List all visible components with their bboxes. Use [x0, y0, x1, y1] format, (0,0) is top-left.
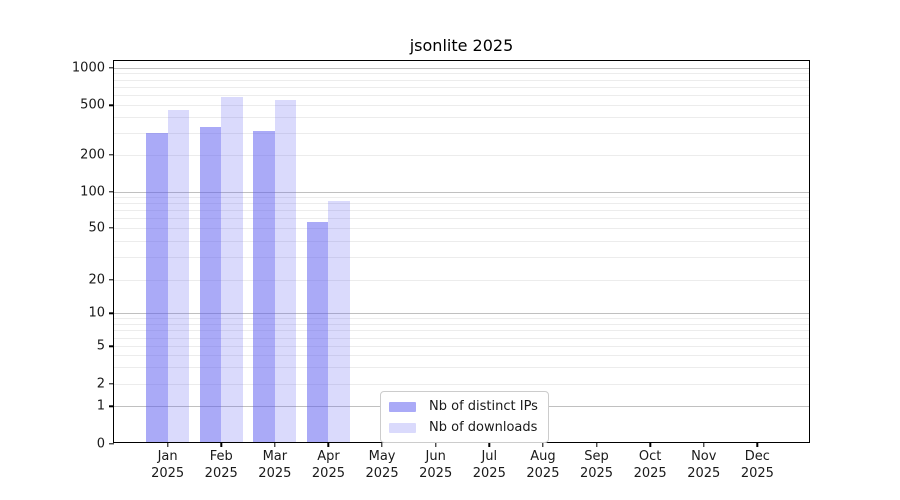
x-tick-aug: [542, 442, 544, 447]
x-tick-label-mar: Mar 2025: [258, 449, 292, 481]
bar-nb-of-distinct-ips-feb: [199, 126, 222, 442]
bar-nb-of-distinct-ips-jan: [146, 132, 168, 442]
y-tick-label-0: 0: [96, 436, 105, 452]
x-tick-apr: [327, 442, 330, 447]
legend-label-distinct-ips: Nb of distinct IPs: [429, 399, 538, 414]
x-tick-label-dec: Dec 2025: [740, 449, 774, 481]
x-tick-label-aug: Aug 2025: [526, 449, 560, 481]
legend-swatch-downloads-icon: [389, 422, 416, 433]
bar-nb-of-distinct-ips-mar: [253, 130, 275, 442]
x-tick-year-feb: 2025: [204, 465, 238, 481]
gridline-600: [114, 95, 809, 97]
chart-title: jsonlite 2025: [409, 36, 514, 55]
y-tick-200: [109, 154, 114, 156]
x-tick-year-jan: 2025: [151, 465, 185, 481]
gridline-1000: [114, 67, 809, 69]
x-tick-label-oct: Oct 2025: [633, 449, 667, 481]
legend-item-downloads: Nb of downloads: [389, 420, 538, 435]
bar-nb-of-downloads-jan: [167, 109, 190, 442]
y-tick-5: [109, 345, 114, 348]
y-tick-50: [109, 227, 114, 229]
x-tick-label-jun: Jun 2025: [419, 449, 453, 481]
x-tick-year-oct: 2025: [633, 465, 667, 481]
y-tick-20: [109, 279, 114, 281]
y-tick-label-200: 200: [80, 147, 105, 163]
y-tick-label-500: 500: [80, 97, 105, 113]
y-tick-10: [109, 312, 114, 315]
x-tick-nov: [703, 442, 705, 447]
y-tick-label-2: 2: [96, 376, 105, 392]
gridline-800: [114, 79, 809, 81]
legend: Nb of distinct IPs Nb of downloads: [380, 391, 549, 443]
y-tick-1000: [109, 66, 114, 69]
x-tick-jun: [434, 442, 437, 447]
x-tick-year-sep: 2025: [579, 465, 614, 481]
x-tick-sep: [595, 442, 598, 447]
y-tick-0: [109, 443, 114, 445]
x-tick-label-may: May 2025: [365, 449, 399, 481]
x-tick-label-sep: Sep 2025: [579, 449, 614, 481]
x-tick-year-dec: 2025: [740, 465, 774, 481]
x-tick-label-nov: Nov 2025: [687, 449, 721, 481]
x-tick-feb: [220, 442, 222, 447]
x-tick-jul: [488, 442, 490, 447]
gridline-700: [114, 87, 809, 89]
x-tick-year-may: 2025: [365, 465, 399, 481]
x-tick-jan: [166, 442, 169, 447]
gridline-400: [114, 117, 809, 119]
bar-nb-of-downloads-apr: [328, 201, 350, 442]
y-tick-500: [109, 104, 114, 107]
x-tick-may: [381, 442, 383, 447]
legend-label-downloads: Nb of downloads: [429, 420, 538, 435]
y-tick-label-100: 100: [80, 184, 105, 200]
x-tick-mar: [274, 442, 276, 447]
y-tick-label-1000: 1000: [71, 60, 105, 75]
x-tick-dec: [756, 442, 759, 447]
legend-item-distinct-ips: Nb of distinct IPs: [389, 399, 538, 414]
x-tick-label-jan: Jan 2025: [151, 449, 185, 481]
bar-nb-of-distinct-ips-apr: [306, 221, 329, 442]
x-tick-year-mar: 2025: [258, 465, 292, 481]
bar-nb-of-downloads-mar: [274, 100, 297, 442]
x-tick-label-apr: Apr 2025: [311, 449, 345, 481]
y-tick-label-50: 50: [88, 220, 105, 236]
x-tick-oct: [649, 442, 651, 447]
gridline-900: [114, 73, 809, 75]
y-tick-label-5: 5: [96, 338, 105, 354]
gridline-500: [114, 105, 809, 107]
x-tick-year-apr: 2025: [311, 465, 345, 481]
y-tick-100: [109, 190, 114, 193]
y-tick-1: [109, 405, 114, 408]
plot-area: Nb of distinct IPs Nb of downloads 0 1 2 5 1…: [72, 60, 810, 481]
x-tick-year-jun: 2025: [419, 465, 453, 481]
x-tick-year-nov: 2025: [687, 465, 721, 481]
y-tick-label-20: 20: [88, 272, 105, 288]
bar-nb-of-downloads-feb: [221, 97, 243, 442]
y-tick-2: [109, 383, 114, 385]
x-tick-year-jul: 2025: [472, 465, 506, 481]
y-tick-label-1: 1: [96, 398, 105, 414]
legend-swatch-distinct-ips-icon: [389, 401, 416, 412]
x-tick-label-jul: Jul 2025: [472, 449, 506, 481]
x-tick-year-aug: 2025: [526, 465, 560, 481]
x-tick-label-feb: Feb 2025: [204, 449, 238, 481]
y-tick-label-10: 10: [88, 305, 105, 321]
